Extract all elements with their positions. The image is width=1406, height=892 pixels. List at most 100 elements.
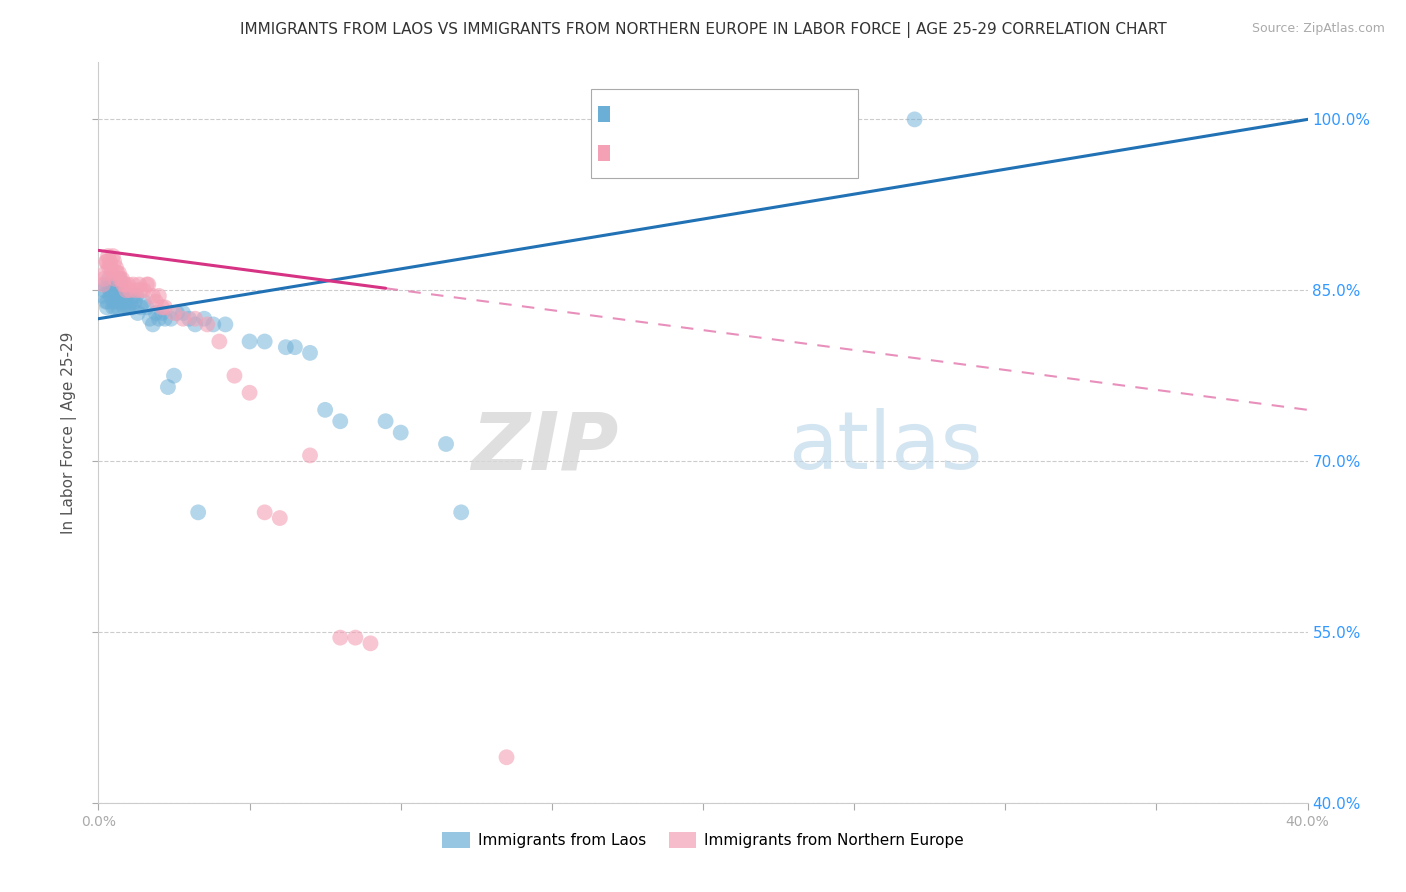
- Point: [112, 277, 135, 292]
- Text: Source: ZipAtlas.com: Source: ZipAtlas.com: [1251, 22, 1385, 36]
- Point: [145, 306, 167, 320]
- Point: [93, 283, 115, 297]
- Point: [91, 277, 114, 292]
- Point: [125, 289, 148, 303]
- Point: [148, 289, 170, 303]
- Point: [450, 505, 472, 519]
- Point: [179, 311, 201, 326]
- Point: [314, 402, 336, 417]
- Point: [253, 334, 276, 349]
- Point: [96, 254, 118, 268]
- Point: [94, 254, 117, 268]
- Point: [153, 311, 176, 326]
- Point: [101, 249, 124, 263]
- Point: [121, 301, 143, 315]
- Point: [135, 277, 157, 292]
- Point: [142, 289, 165, 303]
- Point: [122, 289, 145, 303]
- Point: [101, 266, 124, 280]
- Point: [184, 311, 207, 326]
- Point: [132, 294, 155, 309]
- Point: [114, 289, 136, 303]
- Point: [239, 385, 262, 400]
- Point: [124, 294, 146, 309]
- Point: [129, 301, 152, 315]
- Point: [374, 414, 396, 428]
- Point: [187, 505, 209, 519]
- Text: 69: 69: [787, 105, 810, 123]
- Point: [142, 318, 165, 332]
- Point: [108, 272, 131, 286]
- Point: [108, 266, 131, 280]
- Point: [103, 254, 125, 268]
- Point: [94, 277, 117, 292]
- Text: R =: R =: [613, 107, 647, 121]
- Point: [96, 294, 118, 309]
- Point: [360, 636, 382, 650]
- Text: IMMIGRANTS FROM LAOS VS IMMIGRANTS FROM NORTHERN EUROPE IN LABOR FORCE | AGE 25-: IMMIGRANTS FROM LAOS VS IMMIGRANTS FROM …: [239, 22, 1167, 38]
- Point: [120, 294, 142, 309]
- Point: [104, 301, 127, 315]
- Point: [100, 277, 122, 292]
- Point: [117, 277, 139, 292]
- Point: [153, 301, 176, 315]
- Point: [148, 311, 170, 326]
- Point: [434, 437, 457, 451]
- Point: [136, 277, 159, 292]
- Point: [94, 294, 117, 309]
- Point: [163, 306, 186, 320]
- Text: ZIP: ZIP: [471, 409, 619, 486]
- Point: [172, 311, 194, 326]
- Point: [98, 254, 121, 268]
- Point: [104, 283, 127, 297]
- Point: [96, 301, 118, 315]
- Point: [115, 301, 138, 315]
- Point: [94, 266, 117, 280]
- Point: [122, 277, 145, 292]
- Point: [150, 301, 173, 315]
- Point: [104, 260, 127, 275]
- Point: [163, 368, 186, 383]
- Point: [344, 631, 367, 645]
- Point: [274, 340, 297, 354]
- Text: 0.198: 0.198: [664, 105, 716, 123]
- Point: [125, 283, 148, 297]
- Point: [98, 260, 121, 275]
- Point: [105, 289, 128, 303]
- Point: [299, 346, 322, 360]
- Point: [156, 380, 179, 394]
- Text: atlas: atlas: [787, 409, 981, 486]
- Text: N =: N =: [752, 146, 786, 161]
- Point: [105, 294, 128, 309]
- Point: [111, 289, 134, 303]
- Point: [160, 311, 183, 326]
- Point: [132, 283, 155, 297]
- Legend: Immigrants from Laos, Immigrants from Northern Europe: Immigrants from Laos, Immigrants from No…: [436, 826, 970, 855]
- Point: [166, 306, 188, 320]
- Text: 49: 49: [787, 145, 811, 162]
- Point: [108, 277, 131, 292]
- Point: [100, 260, 122, 275]
- Point: [214, 318, 236, 332]
- Point: [195, 318, 218, 332]
- Point: [110, 283, 132, 297]
- Point: [98, 272, 121, 286]
- Point: [103, 294, 125, 309]
- Point: [139, 311, 162, 326]
- Point: [269, 511, 291, 525]
- Point: [193, 311, 215, 326]
- Point: [202, 318, 225, 332]
- Point: [98, 283, 121, 297]
- Point: [389, 425, 412, 440]
- Point: [253, 505, 276, 519]
- Point: [112, 294, 135, 309]
- Point: [118, 301, 141, 315]
- Point: [108, 272, 131, 286]
- Point: [97, 249, 120, 263]
- Point: [91, 289, 114, 303]
- Point: [224, 368, 246, 383]
- Point: [284, 340, 307, 354]
- Point: [108, 277, 131, 292]
- Point: [128, 277, 150, 292]
- Point: [114, 277, 136, 292]
